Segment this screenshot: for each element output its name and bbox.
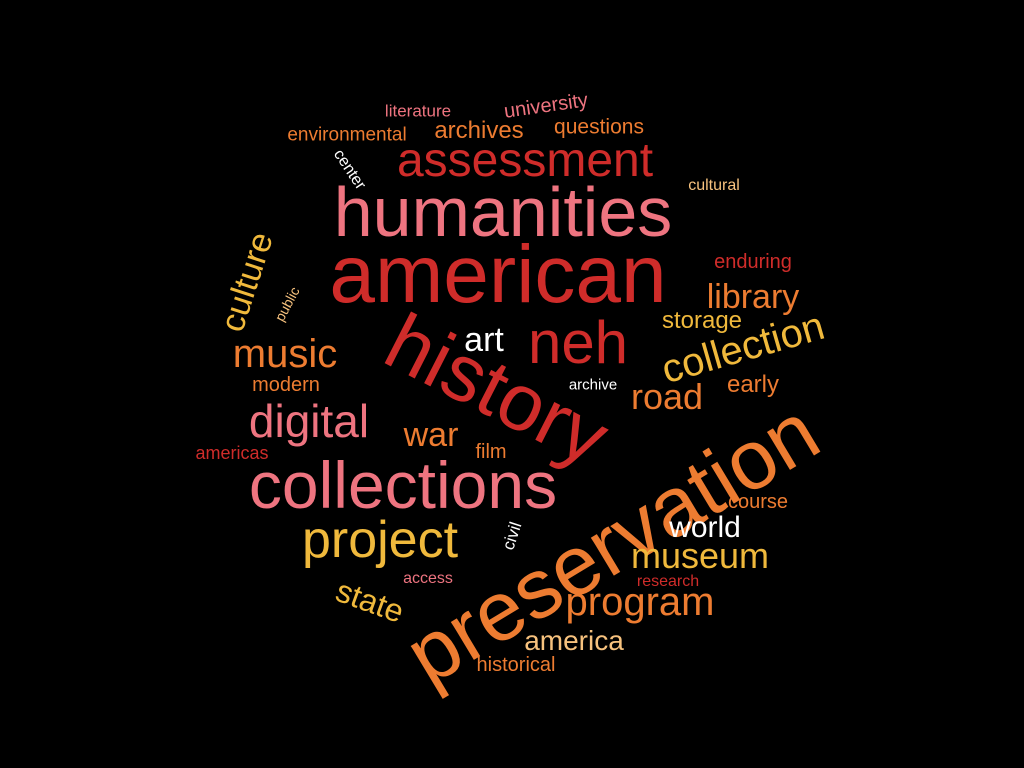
- word-program: program: [565, 580, 715, 624]
- word-digital: digital: [248, 395, 370, 447]
- word-access: access: [403, 570, 453, 587]
- word-library: library: [706, 278, 800, 316]
- word-research: research: [636, 573, 700, 590]
- word-archives: archives: [434, 117, 524, 144]
- word-course: course: [727, 491, 789, 513]
- word-early: early: [726, 371, 780, 398]
- word-public: public: [271, 284, 303, 324]
- word-museum: museum: [630, 535, 770, 576]
- word-storage: storage: [661, 307, 743, 334]
- word-world: world: [669, 511, 741, 544]
- word-historical: historical: [476, 654, 556, 676]
- word-modern: modern: [252, 374, 320, 396]
- word-american: american: [329, 229, 667, 320]
- word-neh: neh: [527, 309, 629, 376]
- word-collections: collections: [248, 448, 558, 522]
- word-art: art: [464, 321, 504, 359]
- word-archive: archive: [568, 376, 618, 394]
- word-assessment: assessment: [396, 134, 654, 187]
- word-culture: culture: [213, 227, 281, 337]
- word-environmental: environmental: [287, 124, 407, 146]
- word-music: music: [232, 332, 338, 376]
- word-questions: questions: [554, 115, 644, 139]
- word-cultural: cultural: [688, 177, 740, 194]
- word-project: project: [301, 511, 459, 569]
- word-humanities: humanities: [333, 173, 673, 251]
- word-road: road: [630, 376, 704, 417]
- word-state: state: [331, 572, 409, 630]
- word-americas: americas: [195, 443, 269, 463]
- word-film: film: [475, 441, 507, 463]
- word-enduring: enduring: [714, 251, 792, 273]
- word-america: america: [524, 625, 624, 656]
- word-literature: literature: [384, 101, 452, 121]
- word-war: war: [403, 416, 459, 454]
